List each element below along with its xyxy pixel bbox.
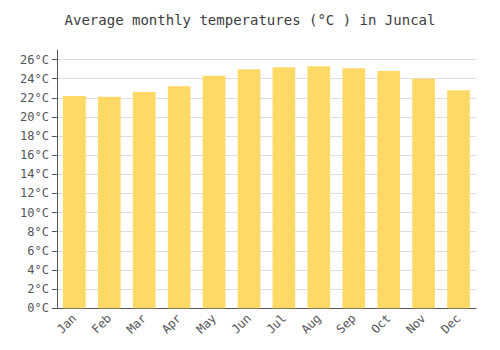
svg-text:Nov: Nov xyxy=(403,311,428,336)
svg-text:Feb: Feb xyxy=(89,311,114,336)
svg-text:Sep: Sep xyxy=(333,311,358,336)
svg-text:2°C: 2°C xyxy=(27,282,49,296)
svg-text:May: May xyxy=(194,311,219,336)
svg-text:Oct: Oct xyxy=(368,311,393,336)
svg-text:8°C: 8°C xyxy=(27,225,49,239)
svg-text:22°C: 22°C xyxy=(20,91,49,105)
svg-text:14°C: 14°C xyxy=(20,167,49,181)
svg-text:Jun: Jun xyxy=(229,311,254,336)
svg-text:6°C: 6°C xyxy=(27,244,49,258)
svg-text:Apr: Apr xyxy=(159,311,184,336)
svg-text:Jul: Jul xyxy=(264,311,289,336)
svg-text:Mar: Mar xyxy=(124,311,149,336)
svg-text:20°C: 20°C xyxy=(20,110,49,124)
svg-text:4°C: 4°C xyxy=(27,263,49,277)
svg-text:Jan: Jan xyxy=(54,311,79,336)
svg-text:26°C: 26°C xyxy=(20,53,49,67)
svg-text:Average monthly temperatures (: Average monthly temperatures (°C ) in Ju… xyxy=(65,12,436,28)
svg-text:18°C: 18°C xyxy=(20,129,49,143)
svg-text:Aug: Aug xyxy=(299,311,324,336)
svg-text:Dec: Dec xyxy=(438,311,463,336)
svg-text:16°C: 16°C xyxy=(20,148,49,162)
svg-text:10°C: 10°C xyxy=(20,206,49,220)
svg-text:24°C: 24°C xyxy=(20,72,49,86)
svg-text:12°C: 12°C xyxy=(20,186,49,200)
svg-text:0°C: 0°C xyxy=(27,301,49,315)
